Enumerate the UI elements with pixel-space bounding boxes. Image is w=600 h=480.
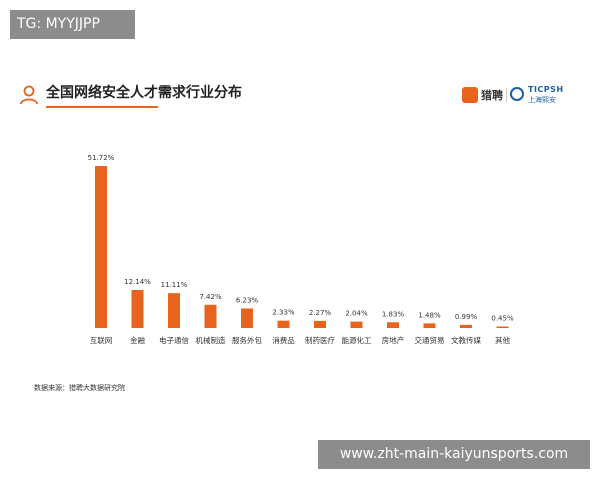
bar-7 — [350, 321, 363, 328]
data-label-6: 2.27% — [309, 309, 332, 317]
category-label-3: 机械制造 — [196, 335, 226, 345]
person-icon — [20, 85, 38, 105]
data-label-9: 1.48% — [418, 311, 441, 319]
bar-3 — [204, 304, 217, 328]
data-label-0: 51.72% — [88, 154, 115, 162]
category-label-2: 电子通信 — [159, 335, 189, 345]
category-label-6: 制药医疗 — [305, 335, 335, 345]
category-label-7: 能源化工 — [342, 335, 372, 345]
data-source: 数据来源：猎聘大数据研究院 — [34, 384, 125, 392]
bar-11 — [496, 326, 509, 328]
bar-6 — [314, 320, 326, 328]
category-label-0: 互联网 — [90, 336, 113, 345]
liepin-logo-icon — [462, 87, 478, 103]
data-label-2: 11.11% — [161, 281, 188, 289]
data-label-11: 0.45% — [491, 315, 514, 323]
site-watermark: www.zht-main-kaiyunsports.com — [318, 440, 590, 469]
category-label-10: 文教传媒 — [451, 335, 481, 345]
category-label-5: 消费品 — [272, 335, 295, 345]
data-label-5: 2.33% — [272, 309, 295, 317]
bar-5 — [277, 320, 290, 328]
chart-title: 全国网络安全人才需求行业分布 — [46, 85, 242, 101]
channel-tag: TG: MYYJJPP — [10, 10, 135, 39]
ticpsh-logo-icon — [510, 87, 524, 101]
logo-divider — [506, 88, 507, 102]
ticpsh-logo-text: TICPSH — [528, 85, 564, 94]
bar-8 — [387, 322, 399, 328]
data-label-8: 1.83% — [382, 310, 405, 318]
bar-9 — [423, 323, 436, 328]
title-underline — [46, 106, 158, 108]
category-label-11: 其他 — [495, 335, 510, 345]
bar-1 — [131, 289, 144, 328]
data-label-7: 2.04% — [345, 310, 368, 318]
data-label-10: 0.99% — [455, 313, 478, 321]
bar-10 — [460, 324, 472, 328]
bar-4 — [241, 308, 253, 328]
category-label-8: 房地产 — [382, 335, 405, 345]
data-label-4: 6.23% — [236, 296, 259, 304]
ticpsh-logo-subtext: 上海熙安 — [528, 96, 556, 104]
data-label-1: 12.14% — [124, 278, 151, 286]
category-label-9: 交通贸易 — [415, 335, 445, 345]
bar-0 — [95, 166, 107, 328]
liepin-logo-text: 猎聘 — [481, 89, 503, 102]
data-label-3: 7.42% — [199, 293, 222, 301]
category-label-4: 服务外包 — [232, 335, 262, 345]
bar-2 — [168, 293, 180, 328]
category-label-1: 金融 — [130, 335, 145, 345]
